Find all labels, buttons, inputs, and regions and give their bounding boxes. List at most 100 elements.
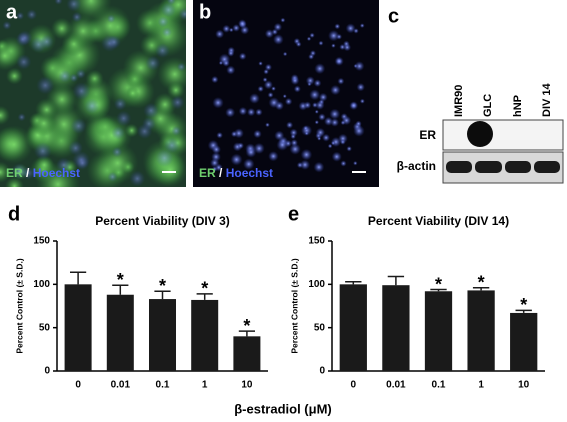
significance-mark: *	[478, 273, 485, 293]
nucleus	[328, 30, 340, 42]
nucleus	[237, 142, 245, 150]
significance-mark: *	[117, 270, 124, 290]
nucleus	[258, 61, 263, 66]
x-tick-label: 0	[75, 380, 81, 391]
nucleus	[295, 41, 302, 48]
nucleus	[313, 161, 325, 173]
bar	[233, 336, 261, 371]
error-bar	[345, 280, 362, 285]
nucleus	[268, 151, 279, 162]
nucleus	[136, 123, 153, 140]
nucleus	[107, 35, 121, 49]
nucleus	[230, 153, 243, 166]
nucleus	[238, 52, 247, 61]
nucleus	[359, 23, 365, 29]
nucleus	[356, 82, 365, 92]
nucleus	[56, 157, 72, 173]
error-bar	[154, 290, 171, 300]
x-tick-label: 1	[202, 380, 208, 391]
nucleus	[226, 65, 236, 75]
nucleus	[246, 107, 256, 117]
nucleus	[303, 101, 312, 109]
nucleus	[276, 138, 289, 151]
nucleus	[282, 94, 287, 99]
nucleus	[296, 161, 304, 169]
nucleus	[15, 32, 30, 47]
nucleus	[334, 23, 341, 30]
blot-er	[442, 119, 564, 151]
nucleus	[331, 151, 342, 162]
nucleus	[318, 92, 328, 102]
row-label: β-actin	[397, 159, 436, 173]
cell	[0, 125, 34, 164]
nucleus	[155, 149, 174, 167]
nucleus	[72, 82, 91, 100]
nucleus	[318, 113, 326, 121]
x-tick-label: 0.01	[111, 380, 131, 391]
nucleus	[322, 133, 331, 142]
nucleus	[282, 51, 288, 57]
nucleus	[232, 24, 241, 32]
chart-title: Percent Viability (DIV 3)	[95, 214, 230, 228]
nucleus	[66, 0, 82, 12]
band	[467, 121, 493, 147]
nucleus	[155, 43, 170, 59]
x-tick-label: 10	[241, 380, 253, 391]
error-bar	[430, 288, 447, 292]
nucleus	[349, 101, 359, 111]
nucleus	[176, 62, 186, 72]
nucleus	[84, 98, 100, 114]
nucleus	[70, 118, 87, 134]
cell	[0, 41, 20, 71]
y-tick-label: 150	[33, 236, 50, 247]
nucleus	[313, 79, 322, 88]
bar	[339, 284, 367, 371]
nucleus	[253, 129, 262, 139]
nucleus	[107, 171, 118, 182]
nucleus	[309, 89, 321, 101]
nucleus	[161, 27, 173, 38]
y-tick-label: 100	[33, 279, 50, 290]
nucleus	[267, 91, 274, 98]
nucleus	[345, 23, 356, 34]
nucleus	[16, 11, 25, 20]
nucleus	[303, 125, 309, 131]
nucleus	[314, 120, 319, 125]
lane-label: DIV 14	[541, 82, 553, 117]
nucleus	[340, 160, 347, 167]
band	[505, 161, 531, 173]
nucleus	[16, 54, 32, 70]
nucleus	[274, 130, 285, 141]
lane-label: GLC	[482, 94, 494, 117]
y-tick-label: 100	[308, 279, 325, 290]
nucleus	[327, 143, 333, 149]
cell	[66, 14, 100, 48]
nucleus	[75, 68, 86, 79]
nucleus	[230, 130, 238, 138]
nucleus	[33, 142, 52, 160]
error-bar	[472, 287, 490, 291]
nucleus	[227, 49, 235, 57]
nucleus	[315, 127, 326, 138]
bar	[148, 299, 177, 371]
bar	[382, 285, 410, 371]
stain-legend: ER / Hoechst	[199, 166, 273, 180]
bar	[191, 299, 219, 371]
cell	[0, 161, 11, 183]
nucleus	[36, 76, 55, 95]
nucleus	[354, 61, 365, 72]
panel-label: a	[6, 1, 18, 23]
nucleus	[211, 75, 219, 84]
band	[475, 161, 502, 173]
nucleus	[286, 121, 294, 129]
row-label: ER	[419, 128, 436, 142]
chart-title: Percent Viability (DIV 14)	[368, 214, 509, 228]
nucleus	[253, 142, 265, 155]
nucleus	[271, 28, 279, 36]
y-axis-label: Percent Control (± S.D.)	[289, 258, 299, 354]
nucleus	[317, 136, 322, 141]
nucleus	[330, 84, 341, 96]
nucleus	[238, 106, 248, 116]
nucleus	[243, 158, 255, 170]
